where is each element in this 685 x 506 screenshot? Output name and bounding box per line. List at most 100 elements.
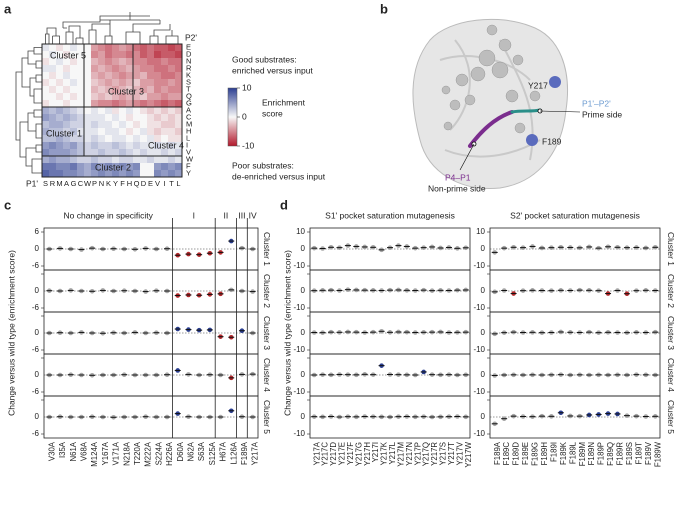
heatmap-cell	[112, 58, 119, 65]
heatmap-cell	[77, 93, 84, 100]
row-frame	[43, 353, 259, 397]
heatmap-cell	[140, 79, 147, 86]
heatmap-cell	[98, 149, 105, 156]
heatmap-cell	[140, 170, 147, 177]
heatmap-cell	[49, 156, 56, 163]
heatmap-cell	[98, 44, 105, 51]
heatmap-cell	[112, 114, 119, 121]
heatmap-cell	[161, 163, 168, 170]
heatmap-cell	[77, 135, 84, 142]
heatmap-cell	[84, 44, 91, 51]
heatmap-cell	[70, 72, 77, 79]
y-tick-label: -6	[32, 345, 40, 354]
row-label: T	[186, 84, 191, 93]
row-label: C	[186, 112, 192, 121]
heatmap-cell	[42, 51, 49, 58]
heatmap-cell	[49, 72, 56, 79]
heatmap-cell	[133, 156, 140, 163]
heatmap-cell	[63, 128, 70, 135]
heatmap-cell	[140, 107, 147, 114]
heatmap-cell	[112, 100, 119, 107]
heatmap-cell	[126, 149, 133, 156]
heatmap-cell	[70, 163, 77, 170]
heatmap-cell	[42, 79, 49, 86]
heatmap-cell	[175, 128, 182, 135]
mutant-label: F189C	[502, 442, 511, 466]
leader	[539, 110, 581, 113]
heatmap-cell	[63, 149, 70, 156]
heatmap-cell	[168, 156, 175, 163]
heatmap-cell	[42, 44, 49, 51]
col-label: H	[127, 179, 132, 188]
heatmap-cell	[112, 72, 119, 79]
mutant-label: Y217R	[430, 442, 439, 466]
heatmap-cell	[91, 72, 98, 79]
heatmap-cell	[98, 114, 105, 121]
heatmap-cell	[133, 58, 140, 65]
leader	[459, 143, 475, 171]
heatmap-cell	[42, 128, 49, 135]
mutant-label: I35A	[58, 441, 67, 458]
mutant-label: V30A	[47, 441, 56, 461]
col-label: T	[169, 179, 174, 188]
heatmap-cell	[154, 149, 161, 156]
mutant-label: N61A	[69, 441, 78, 461]
heatmap-cell	[175, 135, 182, 142]
heatmap-cell	[84, 114, 91, 121]
heatmap-cell	[49, 170, 56, 177]
heatmap-cell	[161, 72, 168, 79]
heatmap-cell	[112, 93, 119, 100]
heatmap-cell	[91, 100, 98, 107]
mutant-label: F189W	[653, 441, 662, 467]
cluster-label: Cluster 4	[262, 358, 272, 392]
col-label: S	[43, 179, 48, 188]
heatmap-cell	[77, 72, 84, 79]
mutant-label: Y217T	[447, 442, 456, 465]
heatmap-cell	[168, 72, 175, 79]
heatmap-cell	[119, 93, 126, 100]
row-label: R	[186, 63, 192, 72]
heatmap-cell	[91, 107, 98, 114]
mutant-label: M222A	[144, 441, 153, 467]
heatmap-cell	[112, 44, 119, 51]
cluster-label: Cluster 1	[46, 128, 82, 138]
heatmap-cell	[154, 163, 161, 170]
heatmap-cell	[42, 114, 49, 121]
heatmap-cell	[91, 149, 98, 156]
heatmap-cell	[140, 121, 147, 128]
heatmap-cell	[105, 44, 112, 51]
heatmap-cell	[105, 93, 112, 100]
heatmap-cell	[133, 86, 140, 93]
heatmap-cell	[70, 142, 77, 149]
heatmap-cell	[98, 107, 105, 114]
col-label: V	[155, 179, 160, 188]
heatmap-cell	[147, 156, 154, 163]
row-label: G	[186, 98, 192, 107]
y-tick-label: -6	[32, 261, 40, 270]
protein-surface	[412, 18, 568, 190]
residue-label: Y217	[528, 80, 548, 90]
heatmap-cell	[56, 58, 63, 65]
heatmap-cell	[140, 93, 147, 100]
cluster-label: Cluster 4	[148, 140, 184, 150]
heatmap-cell	[84, 79, 91, 86]
heatmap-cell	[147, 142, 154, 149]
mutant-label: S224A	[154, 441, 163, 465]
heatmap-cell	[147, 51, 154, 58]
heatmap-cell	[105, 107, 112, 114]
heatmap-cell	[84, 163, 91, 170]
group-label: I	[193, 210, 195, 220]
heatmap-cell	[161, 79, 168, 86]
heatmap-cell	[77, 79, 84, 86]
heatmap-cell	[126, 72, 133, 79]
heatmap-cell	[112, 142, 119, 149]
heatmap-cell	[175, 170, 182, 177]
y-tick-label: -10	[293, 303, 305, 312]
heatmap-cell	[77, 65, 84, 72]
mutant-label: Y217S	[439, 442, 448, 465]
colorbar	[227, 87, 238, 147]
heatmap-cell	[105, 114, 112, 121]
heatmap-cell	[105, 128, 112, 135]
heatmap-cell	[175, 100, 182, 107]
heatmap-cell	[126, 79, 133, 86]
